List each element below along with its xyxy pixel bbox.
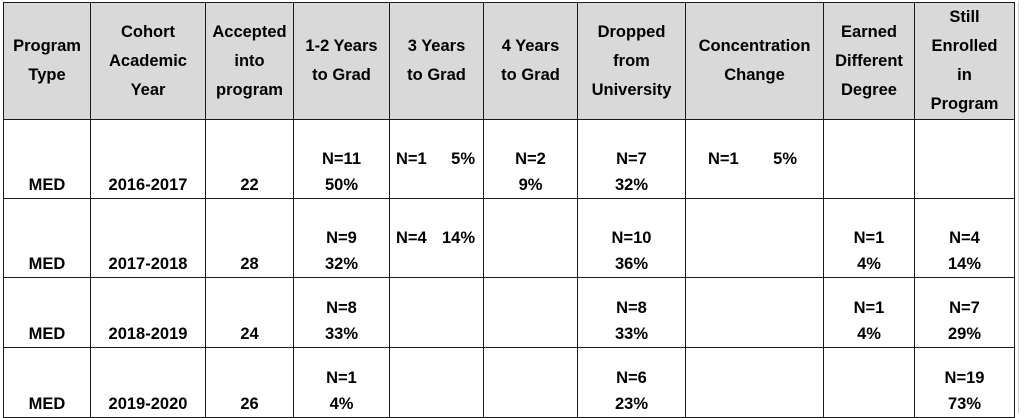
cell-dropped: N=7 32% (577, 119, 686, 199)
cell-still-enrolled: N=4 14% (914, 198, 1015, 278)
header-concentration-change: Concentration Change (685, 2, 824, 120)
cell-grad-4 (483, 347, 578, 418)
header-still-enrolled: Still Enrolled in Program (914, 2, 1015, 120)
cell-grad-3-count: N=4 (396, 229, 427, 247)
header-grad-1-2-years: 1-2 Years to Grad (293, 2, 390, 120)
cell-different-degree: N=1 4% (823, 277, 915, 348)
table-row: MED 2016-2017 22 N=11 50% N=1 5% N=2 9% … (3, 119, 1015, 199)
cell-different-degree (823, 347, 915, 418)
cell-concentration-count: N=1 (708, 150, 739, 168)
cell-grad-3 (389, 277, 484, 348)
cell-grad-3: N=4 14% (389, 198, 484, 278)
cell-accepted: 28 (205, 198, 294, 278)
cell-concentration-change (685, 347, 824, 418)
cell-concentration-change (685, 198, 824, 278)
header-cohort-year: Cohort Academic Year (90, 2, 206, 120)
sheet-edge-line (1018, 2, 1019, 413)
cell-grad-3-percent: 5% (451, 150, 475, 168)
cell-dropped: N=10 36% (577, 198, 686, 278)
cell-cohort-year: 2017-2018 (90, 198, 206, 278)
header-dropped: Dropped from University (577, 2, 686, 120)
cell-still-enrolled: N=19 73% (914, 347, 1015, 418)
header-different-degree: Earned Different Degree (823, 2, 915, 120)
cell-program-type: MED (3, 277, 91, 348)
cell-cohort-year: 2018-2019 (90, 277, 206, 348)
cell-cohort-year: 2016-2017 (90, 119, 206, 199)
table-row: MED 2018-2019 24 N=8 33% N=8 33% N=1 4% … (3, 277, 1015, 348)
cell-different-degree: N=1 4% (823, 198, 915, 278)
header-accepted: Accepted into program (205, 2, 294, 120)
cell-different-degree (823, 119, 915, 199)
cell-accepted: 26 (205, 347, 294, 418)
cell-concentration-percent: 5% (773, 150, 797, 168)
cell-grad-3-percent: 14% (441, 229, 475, 247)
cohort-outcomes-table: Program Type Cohort Academic Year Accept… (3, 2, 1015, 418)
cell-cohort-year: 2019-2020 (90, 347, 206, 418)
cell-grad-3-count: N=1 (396, 150, 427, 168)
cell-program-type: MED (3, 347, 91, 418)
header-grad-3-years: 3 Years to Grad (389, 2, 484, 120)
header-grad-4-years: 4 Years to Grad (483, 2, 578, 120)
cell-grad-3 (389, 347, 484, 418)
cell-program-type: MED (3, 119, 91, 199)
cell-grad-4: N=2 9% (483, 119, 578, 199)
header-row: Program Type Cohort Academic Year Accept… (3, 2, 1015, 120)
cell-grad-1-2: N=11 50% (293, 119, 390, 199)
cell-dropped: N=8 33% (577, 277, 686, 348)
cell-concentration-change (685, 277, 824, 348)
header-program-type: Program Type (3, 2, 91, 120)
cell-grad-1-2: N=9 32% (293, 198, 390, 278)
cell-grad-4 (483, 277, 578, 348)
cell-program-type: MED (3, 198, 91, 278)
cell-accepted: 24 (205, 277, 294, 348)
cell-still-enrolled: N=7 29% (914, 277, 1015, 348)
table-row: MED 2017-2018 28 N=9 32% N=4 14% N=10 36… (3, 198, 1015, 278)
cell-grad-4 (483, 198, 578, 278)
table-row: MED 2019-2020 26 N=1 4% N=6 23% N=19 73% (3, 347, 1015, 418)
cell-concentration-change: N=1 5% (685, 119, 824, 199)
cell-still-enrolled (914, 119, 1015, 199)
cell-grad-3: N=1 5% (389, 119, 484, 199)
cell-dropped: N=6 23% (577, 347, 686, 418)
cell-grad-1-2: N=1 4% (293, 347, 390, 418)
cell-grad-1-2: N=8 33% (293, 277, 390, 348)
cell-accepted: 22 (205, 119, 294, 199)
